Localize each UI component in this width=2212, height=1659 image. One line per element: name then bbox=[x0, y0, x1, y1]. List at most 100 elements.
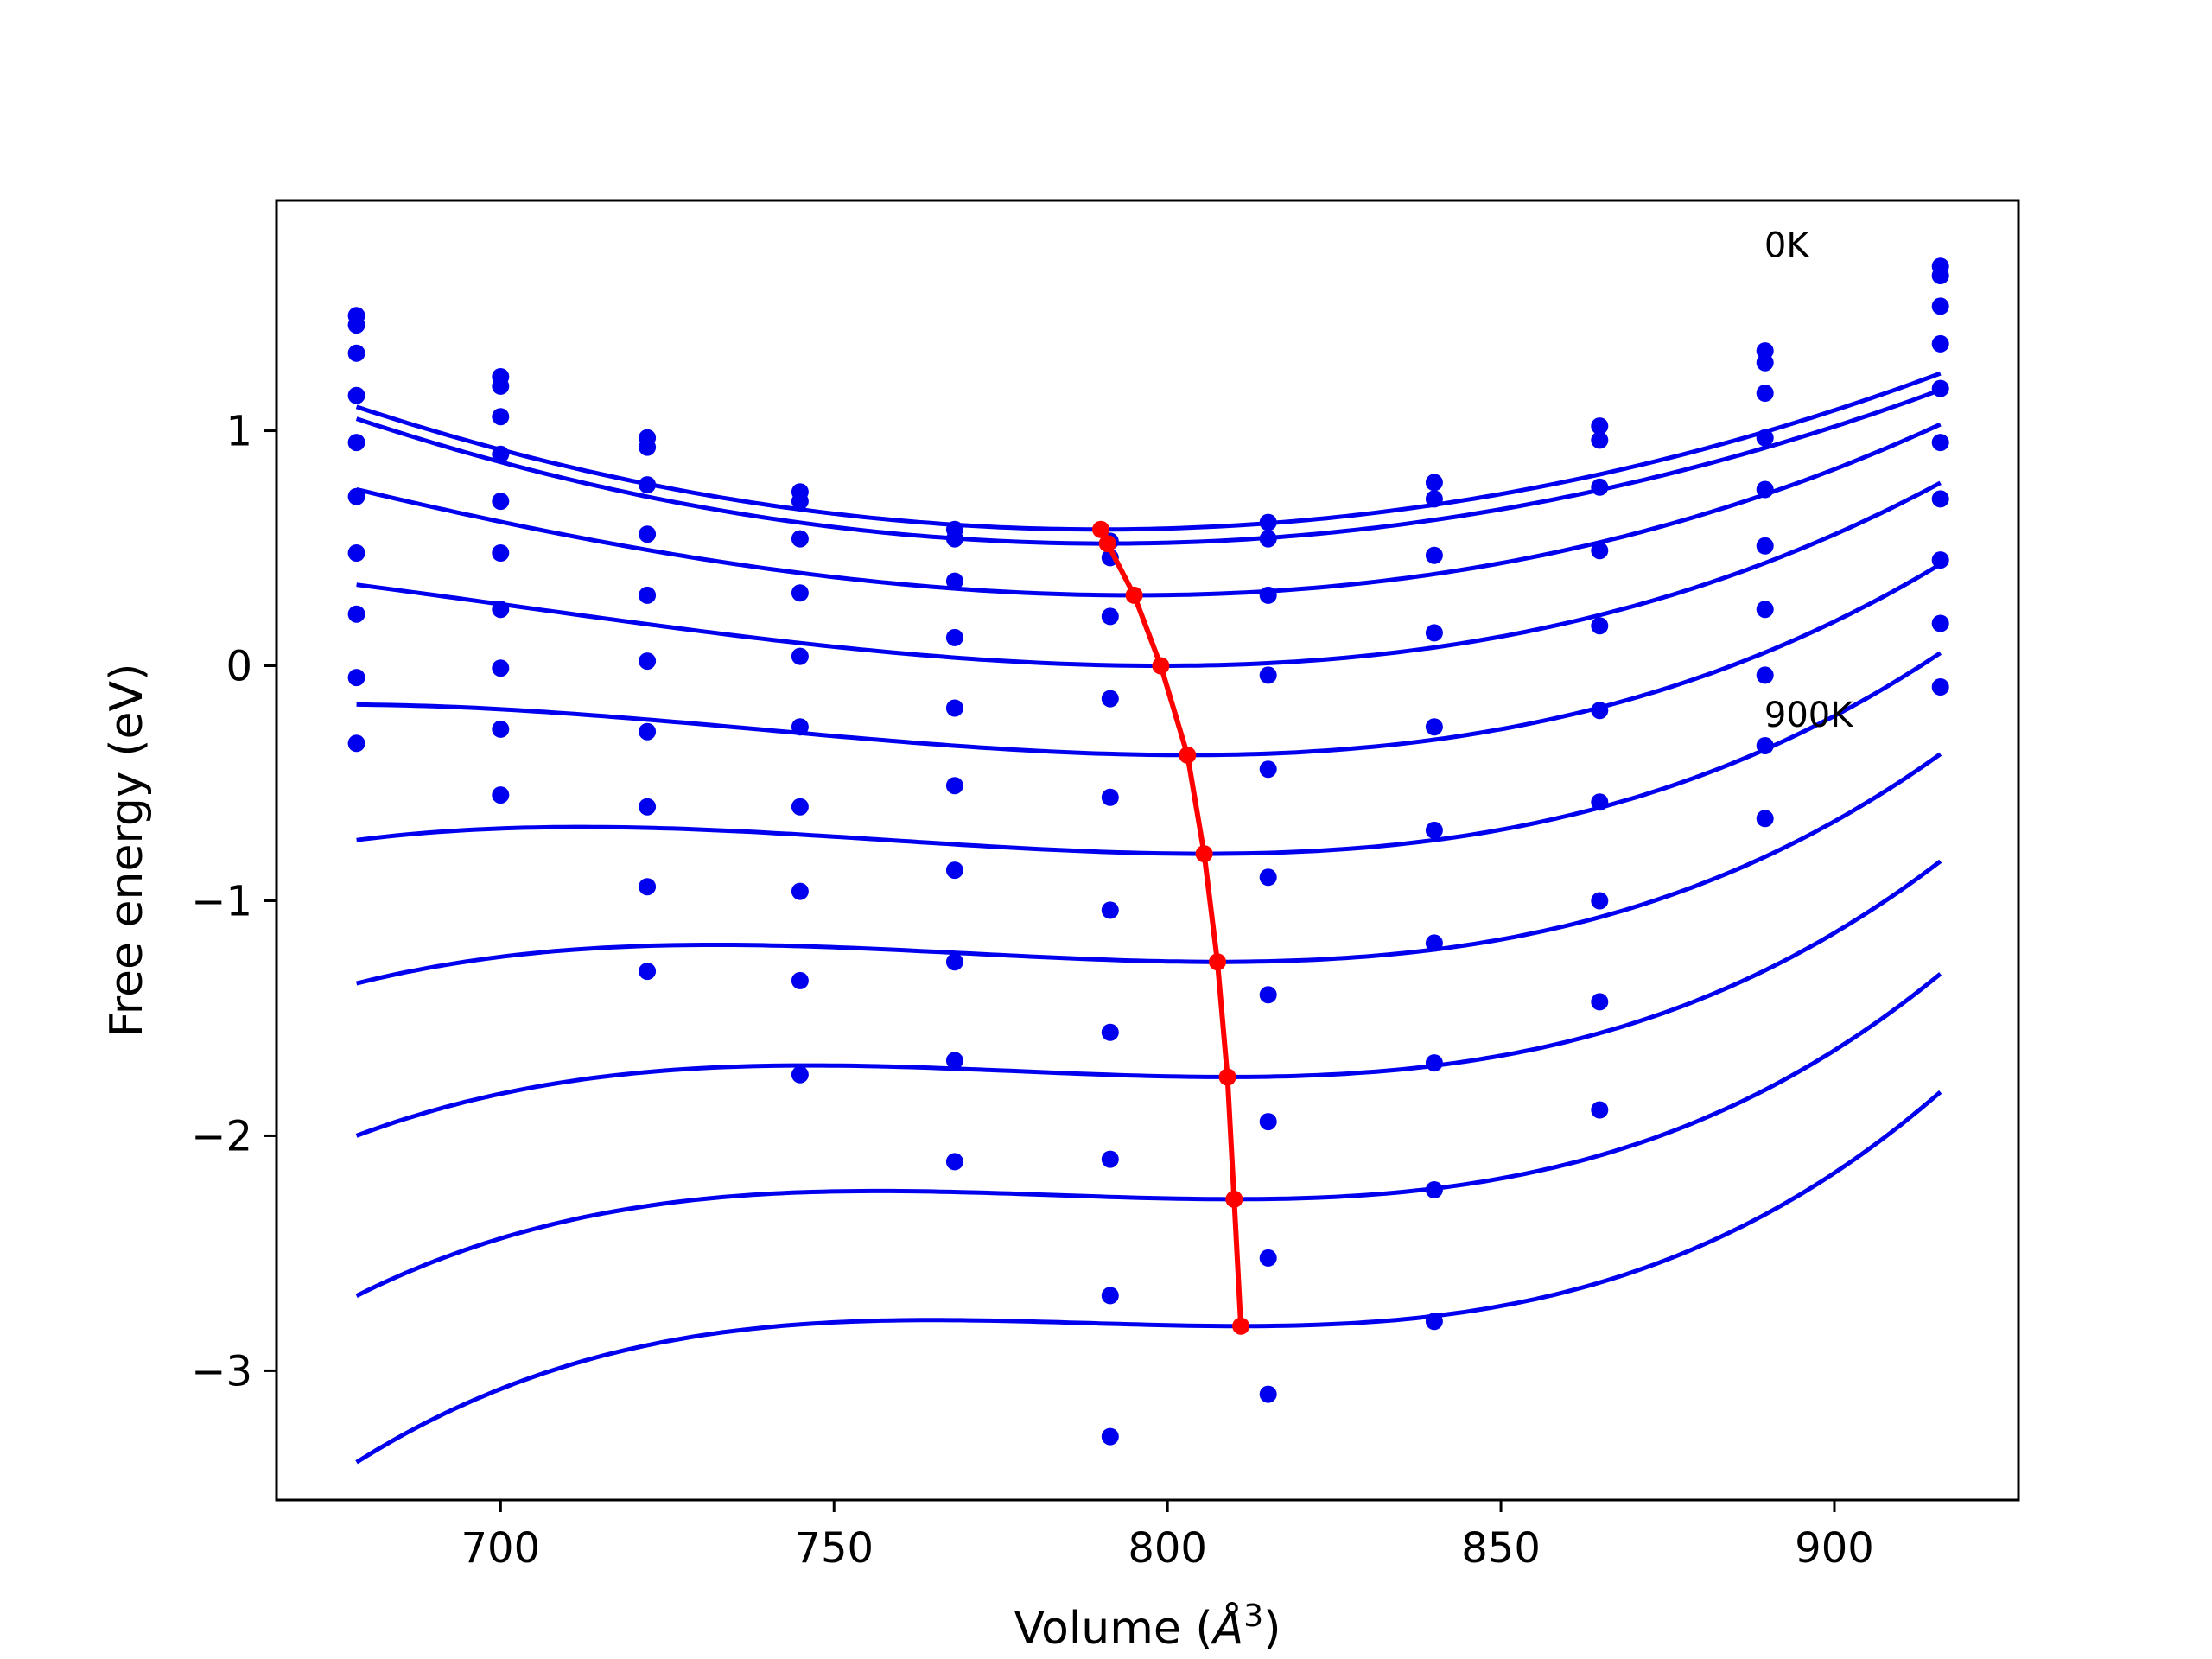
data-point bbox=[791, 1065, 809, 1084]
data-point bbox=[1931, 334, 1949, 353]
data-point bbox=[639, 878, 657, 896]
data-point bbox=[1425, 1181, 1443, 1198]
data-point bbox=[1101, 1287, 1119, 1305]
data-point bbox=[639, 586, 657, 604]
data-point bbox=[1931, 678, 1949, 696]
data-point bbox=[791, 493, 809, 511]
data-point bbox=[1101, 607, 1119, 626]
fit-curve-1 bbox=[355, 387, 1942, 546]
data-point bbox=[1259, 586, 1277, 604]
data-point bbox=[1101, 1427, 1119, 1446]
fit-curve-4 bbox=[356, 562, 1942, 758]
temperature-annotation: 900K bbox=[1764, 696, 1854, 735]
data-point bbox=[945, 1153, 963, 1171]
data-point bbox=[945, 699, 963, 717]
data-point bbox=[791, 647, 809, 665]
data-point bbox=[1425, 624, 1443, 642]
data-point bbox=[1756, 537, 1774, 555]
data-point bbox=[945, 530, 963, 548]
data-point bbox=[1756, 737, 1774, 754]
data-point bbox=[1591, 417, 1609, 435]
data-point bbox=[1591, 793, 1609, 811]
data-point bbox=[492, 445, 510, 463]
data-point bbox=[492, 786, 510, 804]
x-tick-label: 900 bbox=[1795, 1524, 1874, 1573]
data-point bbox=[945, 953, 963, 971]
data-point bbox=[1101, 1023, 1119, 1041]
data-point bbox=[347, 487, 365, 505]
data-point bbox=[1756, 810, 1774, 828]
data-point bbox=[1591, 892, 1609, 910]
data-point bbox=[1931, 614, 1949, 632]
data-point bbox=[945, 777, 963, 795]
data-point bbox=[492, 544, 510, 562]
minimum-point bbox=[1179, 746, 1197, 764]
data-point bbox=[492, 493, 510, 511]
data-point bbox=[1425, 474, 1443, 492]
data-point bbox=[1591, 993, 1609, 1011]
data-point bbox=[1425, 934, 1443, 952]
plot-frame bbox=[275, 199, 2020, 1502]
data-point bbox=[639, 798, 657, 816]
x-tick-label: 700 bbox=[461, 1524, 541, 1573]
data-point bbox=[945, 861, 963, 880]
data-point bbox=[1259, 868, 1277, 887]
data-point bbox=[1101, 901, 1119, 919]
data-point bbox=[347, 316, 365, 334]
data-point bbox=[639, 438, 657, 456]
fit-curve-9 bbox=[355, 1090, 1942, 1465]
y-tick-label: −2 bbox=[191, 1112, 252, 1160]
x-tick-label: 850 bbox=[1461, 1524, 1541, 1573]
data-point bbox=[1101, 690, 1119, 708]
data-point bbox=[1756, 429, 1774, 447]
fit-curve-0 bbox=[355, 371, 1942, 532]
data-point bbox=[1101, 1150, 1119, 1168]
data-point bbox=[1756, 353, 1774, 372]
data-point bbox=[791, 798, 809, 816]
data-point bbox=[1259, 1385, 1277, 1403]
annotations: 0K 900K bbox=[1764, 226, 1854, 735]
data-point bbox=[1931, 297, 1949, 315]
data-point bbox=[1259, 530, 1277, 548]
data-point bbox=[1756, 385, 1774, 402]
fit-curve-8 bbox=[355, 972, 1942, 1298]
data-point bbox=[945, 572, 963, 590]
minimum-point bbox=[1152, 657, 1170, 675]
data-point bbox=[1931, 434, 1949, 452]
minimum-point bbox=[1209, 953, 1226, 971]
y-tick-label: −3 bbox=[191, 1347, 252, 1395]
minimum-point bbox=[1098, 535, 1116, 553]
data-point bbox=[492, 720, 510, 738]
y-axis-label: Free energy (eV) bbox=[101, 664, 153, 1038]
data-point bbox=[1756, 601, 1774, 619]
data-point bbox=[639, 722, 657, 741]
data-point bbox=[347, 669, 365, 687]
data-point bbox=[791, 584, 809, 602]
data-point bbox=[1101, 788, 1119, 806]
data-point bbox=[347, 434, 365, 452]
data-point bbox=[639, 963, 657, 981]
data-point bbox=[347, 544, 365, 562]
data-point bbox=[1591, 617, 1609, 635]
minimum-point bbox=[1195, 845, 1213, 863]
minimum-point bbox=[1092, 520, 1109, 538]
x-axis-label: Volume (Å3) bbox=[1014, 1599, 1281, 1655]
data-point bbox=[1425, 821, 1443, 839]
data-point bbox=[347, 734, 365, 753]
data-point bbox=[1591, 1101, 1609, 1119]
fit-curves bbox=[355, 371, 1942, 1465]
data-point bbox=[347, 344, 365, 362]
data-point bbox=[1425, 718, 1443, 736]
data-point bbox=[1259, 513, 1277, 531]
x-tick-label: 750 bbox=[794, 1524, 874, 1573]
data-point bbox=[1756, 480, 1774, 499]
data-point bbox=[1591, 702, 1609, 720]
data-point bbox=[1425, 490, 1443, 508]
data-point bbox=[1425, 1313, 1443, 1331]
data-point bbox=[945, 628, 963, 646]
data-point bbox=[1425, 1054, 1443, 1072]
data-point bbox=[1931, 267, 1949, 284]
x-axis-ticks: 700 750 800 850 900 bbox=[461, 1500, 1874, 1573]
data-point bbox=[1259, 760, 1277, 779]
